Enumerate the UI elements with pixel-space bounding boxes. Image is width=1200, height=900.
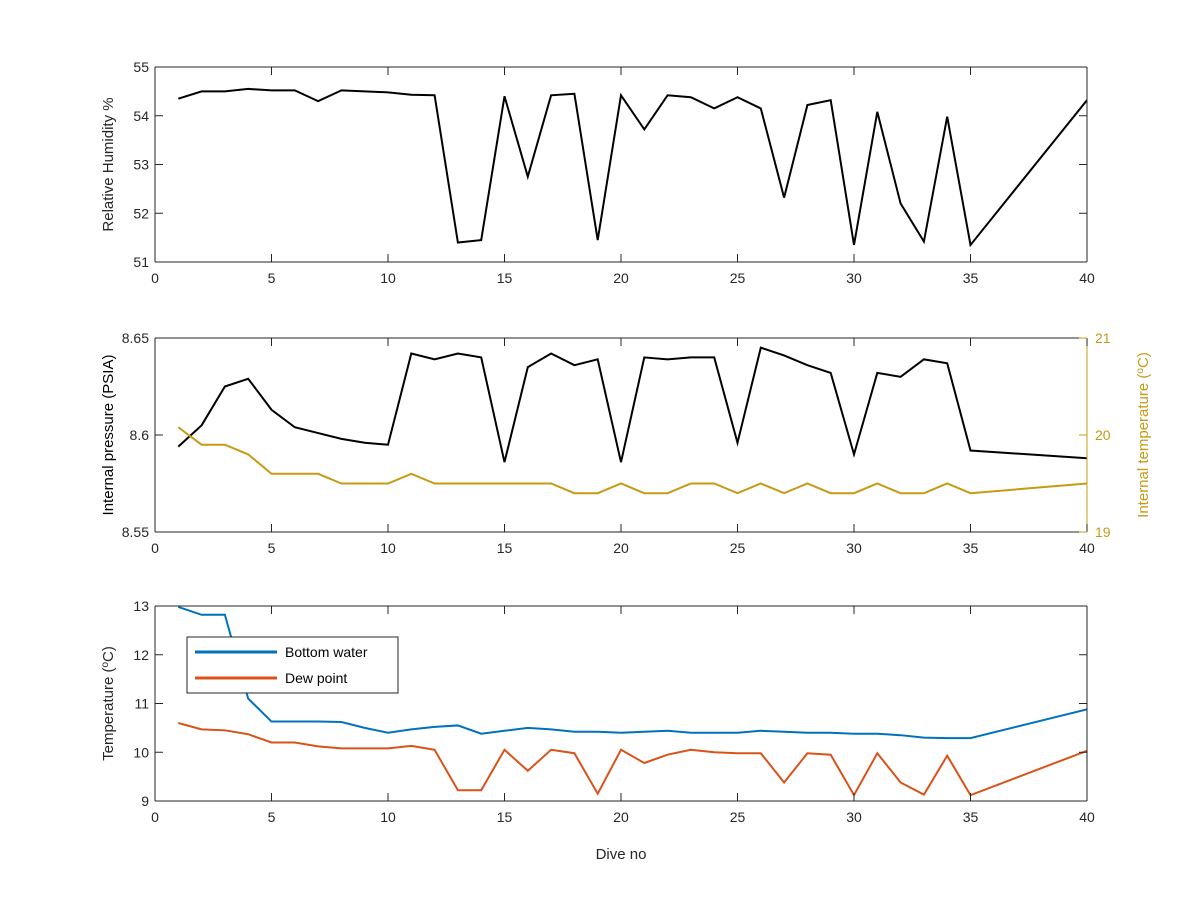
x-tick-label: 25 (730, 540, 746, 556)
y-tick-label: 12 (133, 647, 149, 663)
y-tick-label: 52 (133, 205, 149, 221)
x-tick-label: 30 (846, 540, 862, 556)
x-tick-label: 30 (846, 809, 862, 825)
y-tick-label: 55 (133, 59, 149, 75)
x-tick-label: 30 (846, 270, 862, 286)
x-tick-label: 15 (497, 540, 513, 556)
y-axis-label: Relative Humidity % (100, 97, 117, 231)
legend-entry: Dew point (285, 670, 347, 686)
legend-entry: Bottom water (285, 644, 368, 660)
y-tick-label: 51 (133, 254, 149, 270)
y-tick-label: 54 (133, 108, 149, 124)
x-tick-label: 15 (497, 809, 513, 825)
panel-3: 0 5 10 15 20 25 30 35 40 9 10 11 12 13 Temperature (oC… (100, 598, 1095, 863)
x-tick-label: 20 (613, 540, 629, 556)
x-tick-label: 0 (151, 540, 159, 556)
y-tick-label: 10 (133, 744, 149, 760)
x-tick-label: 35 (963, 270, 979, 286)
x-tick-label: 5 (268, 270, 276, 286)
x-tick-label: 35 (963, 540, 979, 556)
y-axis-label: Temperature (oC) (100, 646, 118, 761)
y-axis-label: Internal pressure (PSIA) (100, 355, 117, 516)
x-tick-label: 40 (1079, 809, 1095, 825)
series-line-2 (177, 426, 1087, 495)
y-tick-label: 9 (141, 793, 149, 809)
series-line-1 (178, 87, 1087, 248)
x-tick-label: 20 (613, 270, 629, 286)
x-axis-label: Dive no (596, 846, 647, 863)
x-tick-label: 10 (380, 270, 396, 286)
y2-tick-label: 20 (1095, 427, 1111, 443)
y-tick-label: 8.55 (122, 524, 149, 540)
y-tick-label: 8.6 (130, 427, 150, 443)
series-line-1 (177, 346, 1087, 463)
y-tick-label: 8.65 (122, 330, 149, 346)
y2-tick-label: 19 (1095, 524, 1111, 540)
series-line-1 (177, 606, 1087, 740)
panel-2: 0 5 10 15 20 25 30 35 40 8.55 8.6 8.65 19 20 21 Interna… (100, 330, 1152, 556)
x-tick-label: 10 (380, 540, 396, 556)
x-tick-label: 40 (1079, 540, 1095, 556)
x-tick-label: 40 (1079, 270, 1095, 286)
x-tick-label: 20 (613, 809, 629, 825)
x-tick-label: 35 (963, 809, 979, 825)
x-tick-label: 25 (730, 270, 746, 286)
y-tick-label: 53 (133, 157, 149, 173)
series-line-2 (178, 722, 1087, 798)
y2-axis-label: Internal temperature (oC) (1135, 352, 1153, 518)
panel-1: 0 5 10 15 20 25 30 35 40 51 52 53 54 55 Relative Humid… (100, 59, 1095, 286)
y2-tick-label: 21 (1095, 330, 1111, 346)
x-tick-label: 10 (380, 809, 396, 825)
y-tick-label: 11 (134, 696, 149, 712)
x-tick-label: 0 (151, 809, 159, 825)
x-tick-label: 5 (268, 540, 276, 556)
legend-box (186, 636, 399, 694)
x-tick-label: 0 (151, 270, 159, 286)
legend: Bottom water Dew point (186, 636, 399, 694)
x-tick-label: 15 (497, 270, 513, 286)
x-tick-label: 25 (730, 809, 746, 825)
y-tick-label: 13 (133, 598, 149, 614)
x-tick-label: 5 (268, 809, 276, 825)
